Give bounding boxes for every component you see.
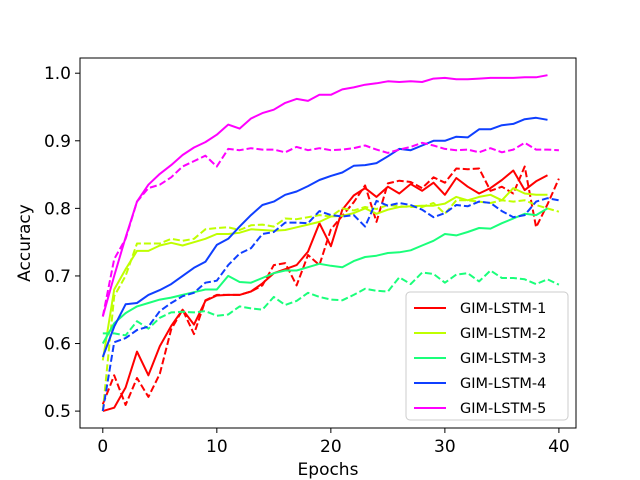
y-tick-label: 0.8 xyxy=(44,199,71,219)
x-axis-label: Epochs xyxy=(298,460,359,480)
legend-label: GIM-LSTM-2 xyxy=(460,326,546,342)
plot-frame xyxy=(79,57,577,429)
legend-label: GIM-LSTM-5 xyxy=(460,401,546,417)
y-axis: 0.5 0.6 0.7 0.8 0.9 1.0 xyxy=(44,64,80,422)
series-line-6-dashed xyxy=(102,269,560,337)
series-line-10-dashed xyxy=(101,141,559,317)
y-tick-label: 0.5 xyxy=(44,402,71,422)
series-line-1-solid xyxy=(102,169,548,413)
y-axis-label: Accuracy xyxy=(15,204,35,282)
x-tick-label: 30 xyxy=(434,437,456,457)
y-tick-label: 0.9 xyxy=(44,132,71,152)
plot-lines xyxy=(101,74,560,413)
x-tick-label: 10 xyxy=(206,437,228,457)
y-tick-label: 1.0 xyxy=(44,64,71,84)
legend-label: GIM-LSTM-4 xyxy=(460,376,546,392)
x-axis: 0 10 20 30 40 xyxy=(97,428,570,457)
x-tick-label: 0 xyxy=(97,437,108,457)
series-line-3-solid xyxy=(101,187,548,361)
series-line-7-solid xyxy=(101,116,548,358)
legend-frame xyxy=(405,291,569,421)
legend-label: GIM-LSTM-1 xyxy=(460,301,546,317)
x-tick-label: 20 xyxy=(320,437,342,457)
legend-label: GIM-LSTM-3 xyxy=(460,351,546,367)
series-line-9-solid xyxy=(101,74,548,317)
series-line-5-solid xyxy=(101,207,549,344)
series-line-4-dashed xyxy=(101,199,560,412)
series-line-2-dashed xyxy=(101,165,560,406)
x-tick-label: 40 xyxy=(548,437,570,457)
y-tick-label: 0.7 xyxy=(44,267,71,287)
y-tick-label: 0.6 xyxy=(44,335,71,355)
legend: GIM-LSTM-1 GIM-LSTM-2 GIM-LSTM-3 GIM-LSTM-4… xyxy=(405,291,569,421)
